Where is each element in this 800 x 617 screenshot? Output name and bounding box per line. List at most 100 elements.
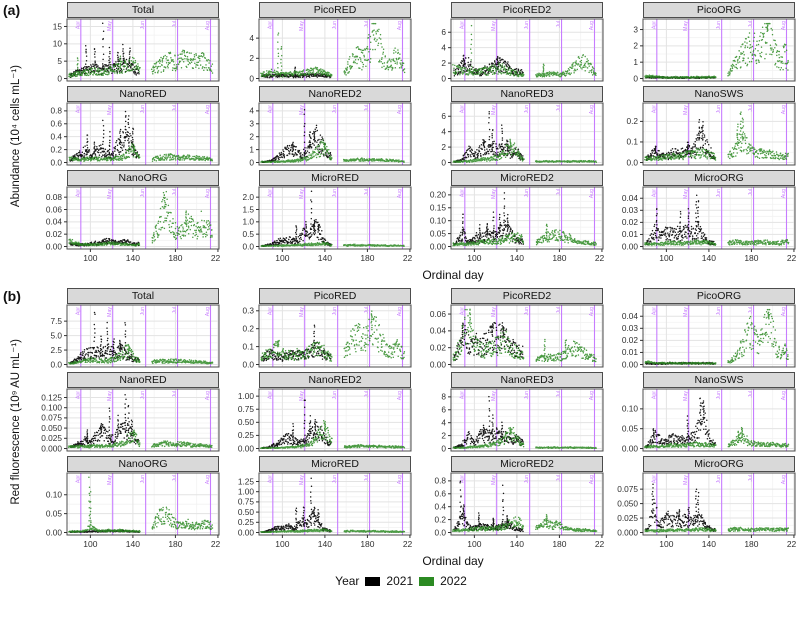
y-tick-label: 6	[441, 27, 446, 37]
panel-a-gutter: (a) Abundance (10⁴ cells mL⁻¹)	[2, 2, 32, 284]
facet-title: NanoORG	[67, 170, 219, 186]
y-tick-label: 1.0	[242, 217, 254, 227]
x-tick-label: 100	[275, 253, 289, 263]
y-tick-label: 2	[633, 41, 638, 51]
points-2022	[259, 419, 406, 450]
y-tick-label: 0.4	[434, 501, 446, 511]
month-line-label: Aug	[397, 307, 403, 316]
month-line-label: Jun	[332, 307, 338, 315]
x-tick-label: 180	[552, 253, 566, 263]
points-2022	[68, 143, 214, 163]
points-2022	[644, 22, 789, 79]
facet-title: NanoORG	[67, 456, 219, 472]
month-line-label: Jun	[140, 105, 146, 113]
y-tick-label: 0.100	[41, 402, 62, 412]
x-tick-label: 140	[702, 253, 716, 263]
points-2022	[260, 139, 405, 164]
x-tick-label: 220	[787, 539, 796, 549]
month-line-label: May	[491, 475, 497, 485]
month-line-label: May	[491, 189, 497, 199]
facet-plot-picoorg: Apr May Jun Jul Aug 0 1 2 3	[633, 18, 796, 83]
facet-plot-total: Apr May Jun Jul Aug 0 5 10 15	[53, 18, 220, 83]
month-line-label: May	[683, 189, 689, 199]
y-tick-label: 0.04	[622, 311, 639, 321]
y-tick-label: 0.000	[617, 527, 638, 537]
y-tick-label: 0.75	[238, 497, 255, 507]
facet-title: NanoRED	[67, 372, 219, 388]
x-tick-label: 100	[83, 253, 97, 263]
points-2022	[260, 241, 405, 248]
month-line-label: May	[683, 21, 689, 31]
facet-picored: PicoRED Apr May Jun Jul Aug 0.0 0.1 0.2 0.3	[224, 288, 412, 370]
y-tick-label: 2.0	[242, 192, 254, 202]
facet-title: NanoSWS	[643, 86, 795, 102]
points-2022	[644, 239, 790, 247]
month-line-label: Apr	[267, 105, 273, 113]
month-line-label: Jul	[364, 307, 370, 314]
facet-title: MicroRED2	[451, 170, 603, 186]
x-tick-label: 100	[83, 539, 97, 549]
month-line-label: Jul	[172, 105, 178, 112]
x-tick-label: 180	[744, 253, 758, 263]
month-line-label: May	[107, 21, 113, 31]
month-line-label: Jul	[172, 391, 178, 398]
facet-grid-b: Total Apr May Jun Jul Aug 0.0 2.5 5.0 7.5 PicoRED A…	[32, 288, 800, 554]
month-line-label: Aug	[781, 307, 787, 316]
y-tick-label: 0.06	[430, 309, 447, 319]
facet-picoorg: PicoORG Apr May Jun Jul Aug 0 1 2 3	[608, 2, 796, 84]
month-line-label: Jul	[172, 307, 178, 314]
facet-plot-nanored3: Apr May Jun Jul Aug 0 2 4 6 8	[441, 388, 604, 453]
x-tick-label: 220	[403, 253, 412, 263]
facet-title: MicroORG	[643, 170, 795, 186]
month-line-label: Aug	[781, 475, 787, 484]
y-tick-label: 2	[249, 53, 254, 63]
facet-title: PicoORG	[643, 2, 795, 18]
facet-plot-nanosws: Apr May Jun Jul Aug 0.0 0.1 0.2	[626, 102, 796, 167]
legend-swatch-2021	[365, 576, 381, 586]
facet-picored: PicoRED Apr May Jun Jul Aug 0 2 4	[224, 2, 412, 84]
facet-plot-nanosws: Apr May Jun Jul Aug 0.00 0.05 0.10	[622, 388, 796, 453]
points-2022	[452, 138, 598, 164]
y-tick-label: 6	[441, 405, 446, 415]
y-tick-label: 0.04	[622, 193, 639, 203]
month-line-label: Jul	[556, 189, 562, 196]
facet-title: Total	[67, 288, 219, 304]
facet-nanored2: NanoRED2 Apr May Jun Jul Aug 0.00 0.25 0.50 0.75 1…	[224, 372, 412, 454]
month-line-label: Jul	[748, 391, 754, 398]
month-line-label: Aug	[589, 105, 595, 114]
y-tick-label: 0	[57, 73, 62, 83]
points-2022	[260, 310, 406, 362]
month-line-label: Jun	[716, 21, 722, 29]
facet-plot-nanored2: Apr May Jun Jul Aug 0.00 0.25 0.50 0.75 1.00	[238, 388, 412, 453]
month-line-label: Jun	[140, 475, 146, 483]
x-tick-label: 220	[595, 253, 604, 263]
x-tick-label: 140	[702, 539, 716, 549]
facet-nanored3: NanoRED3 Apr May Jun Jul Aug 0 2 4 6 8	[416, 372, 604, 454]
y-tick-label: 0.02	[622, 217, 639, 227]
points-2022	[644, 526, 790, 533]
month-line-label: Jul	[556, 307, 562, 314]
facet-plot-picored2: Apr May Jun Jul Aug 0 2 4 6	[441, 18, 604, 83]
month-line-label: Jul	[748, 21, 754, 28]
y-tick-label: 5	[57, 56, 62, 66]
month-line-label: Apr	[75, 189, 81, 197]
facet-plot-nanoorg: Apr May Jun Jul Aug 0.00 0.02 0.04 0.06 0.08 100 14…	[46, 186, 220, 263]
facet-picored2: PicoRED2 Apr May Jun Jul Aug 0.00 0.02 0.04 0.06	[416, 288, 604, 370]
month-line-label: May	[299, 21, 305, 31]
y-tick-label: 0.02	[46, 229, 63, 239]
y-tick-label: 15	[53, 21, 63, 31]
points-2022	[452, 514, 598, 533]
y-tick-label: 0.10	[622, 404, 639, 414]
facet-title: NanoRED	[67, 86, 219, 102]
y-tick-label: 0.05	[622, 423, 639, 433]
y-tick-label: 0.02	[622, 335, 639, 345]
x-tick-label: 140	[510, 539, 524, 549]
month-line-label: Aug	[205, 475, 211, 484]
facet-plot-nanored: Apr May Jun Jul Aug 0.0000.0250.0500.0750.100…	[41, 388, 220, 453]
month-line-label: May	[683, 307, 689, 317]
x-tick-label: 180	[360, 539, 374, 549]
month-line-label: Jul	[172, 21, 178, 28]
y-tick-label: 0.00	[430, 359, 447, 369]
y-tick-label: 0.75	[238, 404, 255, 414]
points-2022	[68, 429, 213, 449]
